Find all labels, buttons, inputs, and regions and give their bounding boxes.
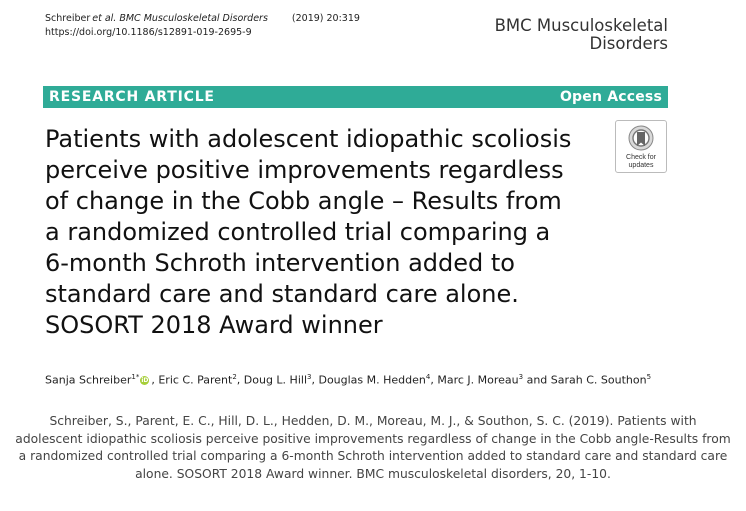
bookmark-icon [628,125,654,151]
article-title: Patients with adolescent idiopathic scol… [45,124,605,341]
citation-line: Schreiber et al. BMC Musculoskeletal Disor… [45,12,366,26]
author-separator: , [236,373,244,387]
author-separator: and [523,373,551,387]
author-name[interactable]: Douglas M. Hedden [318,373,426,387]
title-line: perceive positive improvements regardles… [45,156,564,184]
journal-logo-line2: Disorders [589,34,668,53]
title-line: of change in the Cobb angle – Results fr… [45,187,562,215]
caption-line: adolescent idiopathic scoliosis perceive… [15,431,731,446]
author-name[interactable]: Doug L. Hill [243,373,307,387]
check-for-updates-badge[interactable]: Check for updates [615,120,667,173]
author-name[interactable]: Sanja Schreiber [45,373,132,387]
caption-line: a randomized controlled trial comparing … [18,449,728,463]
author-affiliation: 3 [307,373,312,381]
author-name[interactable]: Eric C. Parent [158,373,233,387]
article-type-label: RESEARCH ARTICLE [49,89,215,105]
title-line: Patients with adolescent idiopathic scol… [45,125,572,153]
author-name[interactable]: Sarah C. Southon [550,373,647,387]
citation-header: Schreiber et al. BMC Musculoskeletal Disor… [45,12,366,40]
badge-text-line2: updates [628,162,654,169]
header-et-al: et al. [92,13,117,24]
doi-link[interactable]: https://doi.org/10.1186/s12891-019-2695-… [45,27,252,38]
author-affiliation: 4 [425,373,431,381]
journal-logo-line1: BMC Musculoskeletal [494,16,668,35]
author-name[interactable]: Marc J. Moreau [437,373,519,387]
author-separator: , [151,373,159,387]
author-affiliation: 3 [518,373,524,381]
caption-line: alone. SOSORT 2018 Award winner. BMC mus… [135,466,611,481]
author-affiliation: 1* [131,373,140,381]
citation-caption: Schreiber, S., Parent, E. C., Hill, D. L… [14,413,732,483]
badge-text-line1: Check for [626,154,656,161]
author-separator: , [430,373,438,387]
journal-logo: BMC Musculoskeletal Disorders [495,17,668,53]
article-type-banner: RESEARCH ARTICLE Open Access [43,86,668,108]
title-line: SOSORT 2018 Award winner [45,311,383,339]
author-list: Sanja Schreiber1* iD, Eric C. Parent2, Do… [45,373,651,387]
orcid-icon[interactable]: iD [140,376,150,386]
open-access-label: Open Access [559,89,662,105]
author-affiliation: 5 [646,373,652,381]
title-line: 6-month Schroth intervention added to [45,249,515,277]
header-authors: Schreiber [45,13,91,24]
title-line: a randomized controlled trial comparing … [45,218,551,246]
title-line: standard care and standard care alone. [45,280,519,308]
author-affiliation: 2 [232,373,237,381]
author-separator: , [311,373,319,387]
header-year-volume: (2019) 20:319 [291,13,360,24]
caption-line: Schreiber, S., Parent, E. C., Hill, D. L… [49,414,697,428]
header-journal: BMC Musculoskeletal Disorders [119,13,268,24]
